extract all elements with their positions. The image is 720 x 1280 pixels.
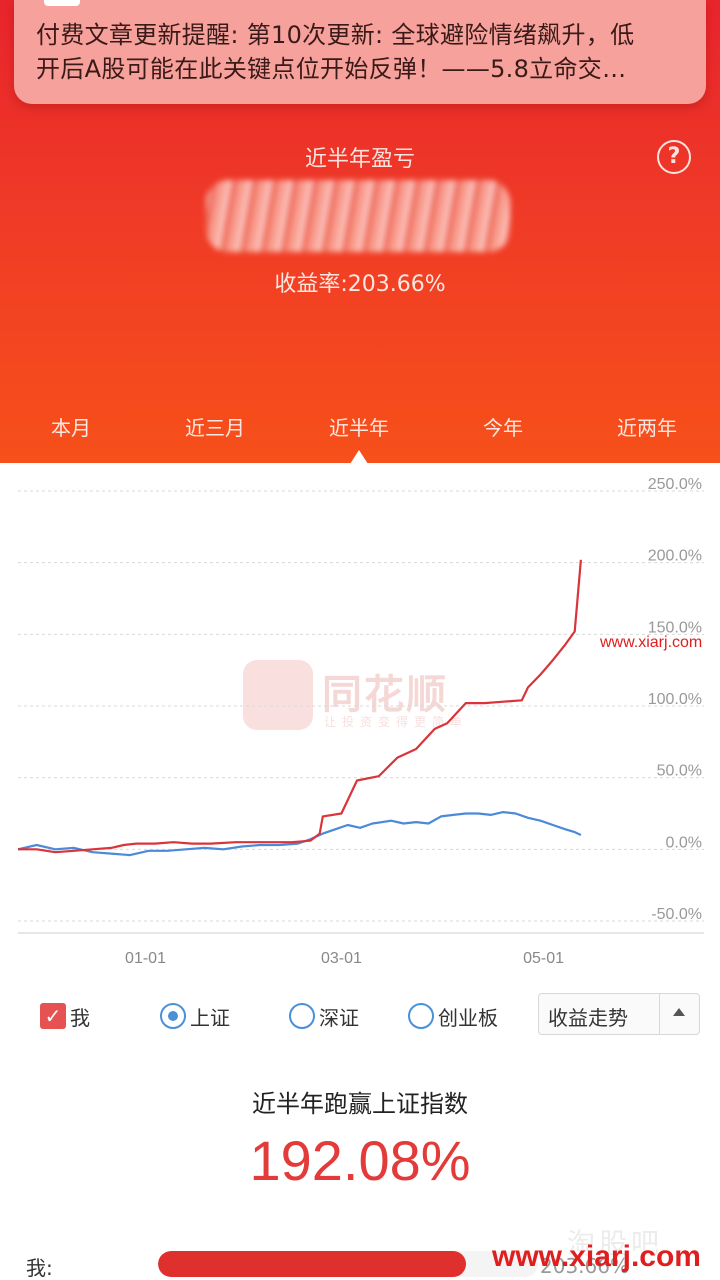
radio-selected-icon xyxy=(160,1003,186,1029)
watermark-brand: 同花顺 xyxy=(322,672,448,718)
period-tabs: 本月 近三月 近半年 今年 近两年 xyxy=(0,412,720,464)
site-watermark-mid: www.xiarj.com xyxy=(600,634,703,651)
x-tick-label: 03-01 xyxy=(321,950,362,967)
y-tick-label: 100.0% xyxy=(648,691,702,708)
tab-two-years[interactable]: 近两年 xyxy=(617,416,677,440)
help-icon[interactable]: ? xyxy=(657,140,691,174)
profit-chart: 250.0% 200.0% 150.0% 100.0% 50.0% 0.0% -50.0% 0… xyxy=(0,463,720,983)
chart-legend: ✓ 我 上证 深证 创业板 xyxy=(0,995,720,1039)
notification-line-1: 付费文章更新提醒: 第10次更新: 全球避险情绪飙升，低 xyxy=(36,21,635,49)
bar-track-me xyxy=(158,1251,538,1277)
bar-label-me: 我: xyxy=(26,1256,53,1280)
legend-shanghai-label: 上证 xyxy=(190,1005,230,1030)
profit-header: 付费文章更新提醒: 第10次更新: 全球避险情绪飙升，低 开后A股可能在此关键点… xyxy=(0,0,720,464)
y-tick-label: 250.0% xyxy=(648,476,702,493)
ghost-watermark: 淘股吧 xyxy=(567,1227,664,1260)
notification-line-2: 开后A股可能在此关键点位开始反弹！——5.8立命交… xyxy=(36,55,627,83)
radio-icon xyxy=(289,1003,315,1029)
legend-chinext[interactable]: 创业板 xyxy=(408,1001,498,1031)
period-title: 近半年盈亏 xyxy=(304,147,415,172)
tab-this-month[interactable]: 本月 xyxy=(51,416,91,440)
site-watermark-bottom: www.xiarj.com xyxy=(492,1240,701,1273)
watermark-logo-icon xyxy=(243,660,313,730)
radio-icon xyxy=(408,1003,434,1029)
x-tick-label: 01-01 xyxy=(125,950,166,967)
y-tick-label: 200.0% xyxy=(648,548,702,565)
blurred-amount xyxy=(206,180,510,252)
notification-text: 付费文章更新提醒: 第10次更新: 全球避险情绪飙升，低 开后A股可能在此关键点… xyxy=(36,18,684,86)
select-divider xyxy=(659,994,660,1034)
tab-three-months[interactable]: 近三月 xyxy=(185,416,245,440)
legend-shanghai[interactable]: 上证 xyxy=(160,1001,230,1031)
chart-mode-select[interactable]: 收益走势 xyxy=(538,993,700,1035)
x-tick-label: 05-01 xyxy=(523,950,564,967)
watermark-slogan: 让投资变得更简单 xyxy=(324,715,469,729)
chart-mode-value: 收益走势 xyxy=(548,1006,628,1030)
bar-fill-me xyxy=(158,1251,466,1277)
bar-value-me: 203.66% xyxy=(540,1254,629,1278)
y-tick-label: -50.0% xyxy=(651,906,702,923)
legend-me[interactable]: ✓ 我 xyxy=(40,1001,90,1031)
y-tick-label: 50.0% xyxy=(657,763,702,780)
profit-chart-svg: 250.0% 200.0% 150.0% 100.0% 50.0% 0.0% -50.0% 0… xyxy=(17,476,704,967)
tab-half-year[interactable]: 近半年 xyxy=(299,412,419,464)
legend-shenzhen-label: 深证 xyxy=(319,1005,359,1030)
triangle-up-icon[interactable] xyxy=(673,1008,685,1016)
series-line-shanghai xyxy=(17,811,582,857)
tab-this-year[interactable]: 今年 xyxy=(483,416,523,440)
notification-banner[interactable]: 付费文章更新提醒: 第10次更新: 全球避险情绪飙升，低 开后A股可能在此关键点… xyxy=(14,0,706,104)
series-line-me xyxy=(18,559,582,854)
outperform-title: 近半年跑赢上证指数 xyxy=(252,1090,468,1118)
outperform-value: 192.08% xyxy=(249,1129,471,1192)
checkbox-checked-icon: ✓ xyxy=(40,1003,66,1029)
y-tick-label: 150.0% xyxy=(648,619,702,636)
legend-chinext-label: 创业板 xyxy=(438,1005,498,1030)
return-rate: 收益率:203.66% xyxy=(274,272,446,297)
notification-handle xyxy=(44,0,80,6)
legend-shenzhen[interactable]: 深证 xyxy=(289,1001,359,1031)
legend-me-label: 我 xyxy=(70,1005,90,1030)
y-tick-label: 0.0% xyxy=(666,834,702,851)
